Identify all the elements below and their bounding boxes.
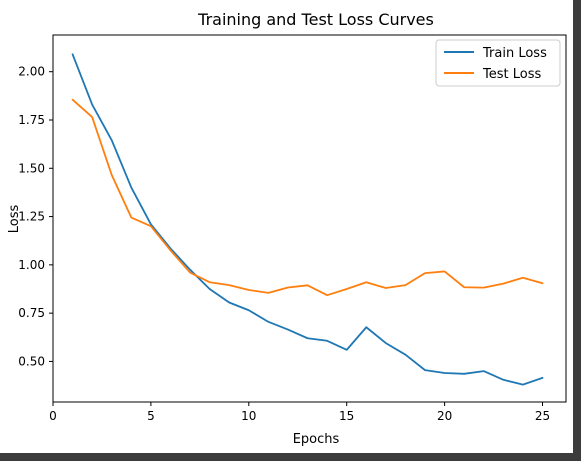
chart-title: Training and Test Loss Curves — [197, 10, 434, 29]
y-tick-label: 0.75 — [18, 306, 45, 320]
y-tick-label: 1.25 — [18, 210, 45, 224]
y-axis: 0.50 0.75 1.00 1.25 1.50 1.75 2.00 — [18, 65, 53, 369]
y-tick-label: 2.00 — [18, 65, 45, 79]
y-axis-label: Loss — [7, 205, 22, 234]
train-loss-line — [73, 54, 543, 384]
legend: Train Loss Test Loss — [436, 40, 560, 86]
y-tick-label: 0.50 — [18, 354, 45, 368]
x-axis-label: Epochs — [293, 432, 340, 447]
x-tick-label: 0 — [49, 409, 57, 423]
legend-label-test: Test Loss — [482, 67, 541, 82]
test-loss-line — [73, 100, 543, 295]
y-tick-label: 1.75 — [18, 113, 45, 127]
x-tick-label: 25 — [535, 409, 550, 423]
series-lines — [73, 54, 543, 384]
y-tick-label: 1.50 — [18, 161, 45, 175]
x-axis: 0 5 10 15 20 25 — [49, 402, 550, 423]
y-tick-label: 1.00 — [18, 258, 45, 272]
legend-label-train: Train Loss — [482, 46, 547, 61]
loss-chart: Training and Test Loss Curves 0 5 10 15 20 25… — [0, 0, 573, 453]
chart-figure: Training and Test Loss Curves 0 5 10 15 20 25… — [0, 0, 573, 453]
x-tick-label: 15 — [339, 409, 354, 423]
x-tick-label: 10 — [241, 409, 256, 423]
x-tick-label: 5 — [147, 409, 155, 423]
x-tick-label: 20 — [437, 409, 452, 423]
plot-frame — [53, 35, 566, 402]
